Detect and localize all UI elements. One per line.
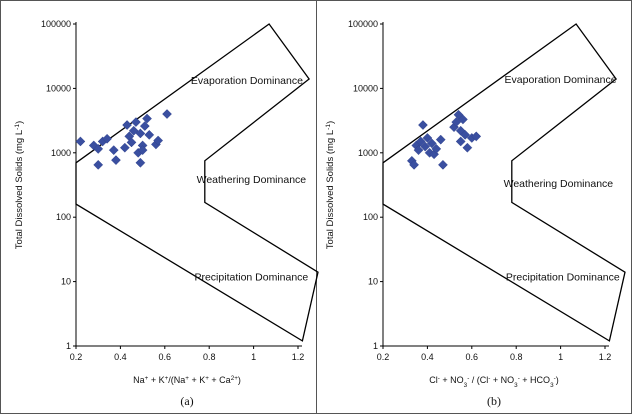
y-tick-label: 10 [368, 277, 378, 287]
x-tick-label: 0.4 [421, 352, 434, 362]
y-tick-label: 100 [56, 212, 71, 222]
x-tick-label: 1.2 [292, 352, 305, 362]
x-tick-label: 1 [558, 352, 563, 362]
x-tick-label: 1.2 [599, 352, 612, 362]
y-axis-label: Total Dissolved Solids (mg L-1) [325, 121, 337, 249]
y-tick-label: 100000 [348, 19, 378, 29]
region-label: Evaporation Dominance [505, 74, 617, 86]
x-tick-label: 0.2 [377, 352, 390, 362]
region-label: Precipitation Dominance [506, 272, 620, 284]
x-tick-label: 0.4 [114, 352, 127, 362]
region-label: Precipitation Dominance [194, 272, 308, 284]
y-tick-label: 1 [66, 341, 71, 351]
y-axis-label: Total Dissolved Solids (mg L-1) [14, 121, 26, 249]
region-label: Weathering Dominance [197, 174, 307, 186]
panel-label: (b) [487, 394, 501, 408]
x-tick-label: 0.2 [70, 352, 83, 362]
y-tick-label: 100 [363, 212, 378, 222]
region-label: Weathering Dominance [504, 178, 614, 190]
y-tick-label: 1000 [358, 148, 378, 158]
x-tick-label: 0.6 [159, 352, 172, 362]
y-tick-label: 10 [61, 277, 71, 287]
x-tick-label: 0.6 [466, 352, 479, 362]
y-tick-label: 1 [373, 341, 378, 351]
panel-label: (a) [180, 394, 193, 408]
region-label: Evaporation Dominance [191, 75, 303, 87]
y-tick-label: 10000 [46, 83, 71, 93]
y-tick-label: 10000 [353, 83, 378, 93]
y-tick-label: 1000 [51, 148, 71, 158]
x-tick-label: 0.8 [203, 352, 216, 362]
x-tick-label: 0.8 [510, 352, 523, 362]
y-tick-label: 100000 [41, 19, 71, 29]
x-tick-label: 1 [251, 352, 256, 362]
